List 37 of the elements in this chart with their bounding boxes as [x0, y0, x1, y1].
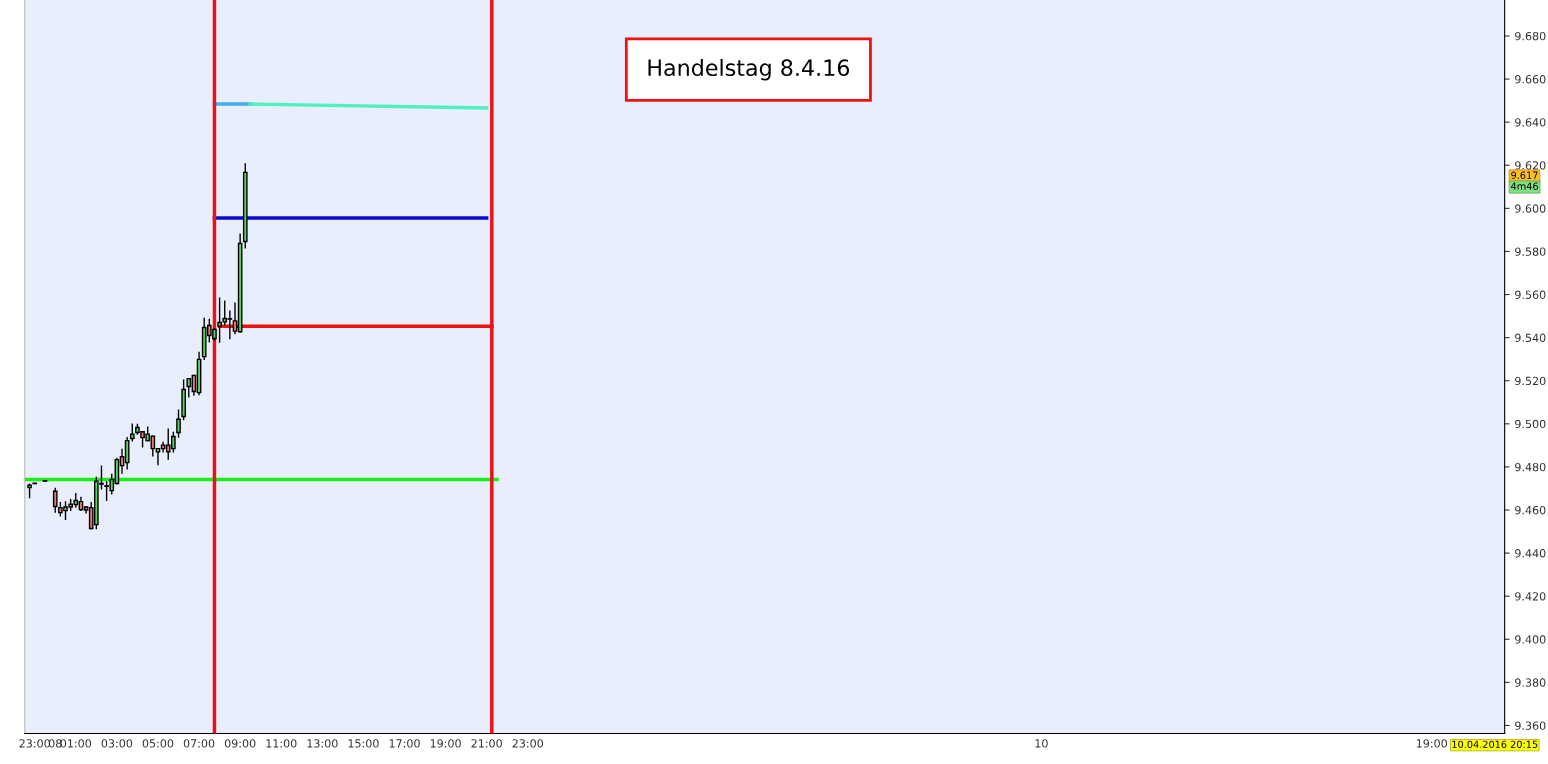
- x-tick-label: 09:00: [224, 739, 256, 748]
- y-tick-label: 9.480: [1515, 462, 1546, 472]
- x-tick-label: 05:00: [142, 739, 174, 748]
- y-tick-label: 9.640: [1515, 118, 1546, 127]
- x-tick-label: 21:00: [471, 739, 502, 748]
- y-tick-label: 9.440: [1515, 549, 1546, 558]
- y-tick-label: 9.400: [1515, 635, 1546, 644]
- x-tick-label: 23:00: [19, 739, 50, 748]
- y-tick-label: 9.380: [1515, 678, 1546, 687]
- y-tick-label: 9.520: [1515, 376, 1546, 386]
- text: 4m46: [1511, 182, 1538, 190]
- x-tick-label: 07:00: [183, 739, 215, 748]
- y-tick-label: 9.600: [1515, 204, 1546, 213]
- x-tick-label: 01:00: [60, 739, 92, 748]
- y-tick-label: 9.660: [1515, 75, 1546, 84]
- x-tick-label: 08: [48, 739, 62, 748]
- y-tick-label: 9.500: [1515, 419, 1546, 429]
- y-tick-label: 9.460: [1515, 505, 1546, 515]
- y-tick-label: 9.620: [1515, 161, 1546, 170]
- x-tick-label: 23:00: [512, 739, 544, 748]
- x-tick-label: 03:00: [101, 739, 133, 748]
- y-tick-label: 9.360: [1515, 721, 1546, 730]
- text: 9.617: [1511, 171, 1538, 179]
- x-tick-label: 13:00: [307, 739, 338, 748]
- x-tick-label: 10: [1035, 739, 1048, 748]
- x-tick-label: 19:00: [1416, 739, 1447, 748]
- y-tick-label: 9.580: [1515, 247, 1546, 256]
- x-tick-label: 15:00: [348, 739, 379, 748]
- text: 10.04.2016 20:15: [1452, 740, 1538, 748]
- y-tick-label: 9.540: [1515, 333, 1546, 343]
- annotation: Handelstag 8.4.16: [648, 58, 850, 81]
- x-tick-label: 11:00: [266, 739, 297, 748]
- x-tick-label: 17:00: [389, 739, 420, 748]
- y-tick-label: 9.560: [1515, 290, 1546, 299]
- y-tick-label: 9.420: [1515, 592, 1546, 601]
- y-tick-label: 9.680: [1515, 31, 1546, 41]
- x-tick-label: 19:00: [430, 739, 461, 748]
